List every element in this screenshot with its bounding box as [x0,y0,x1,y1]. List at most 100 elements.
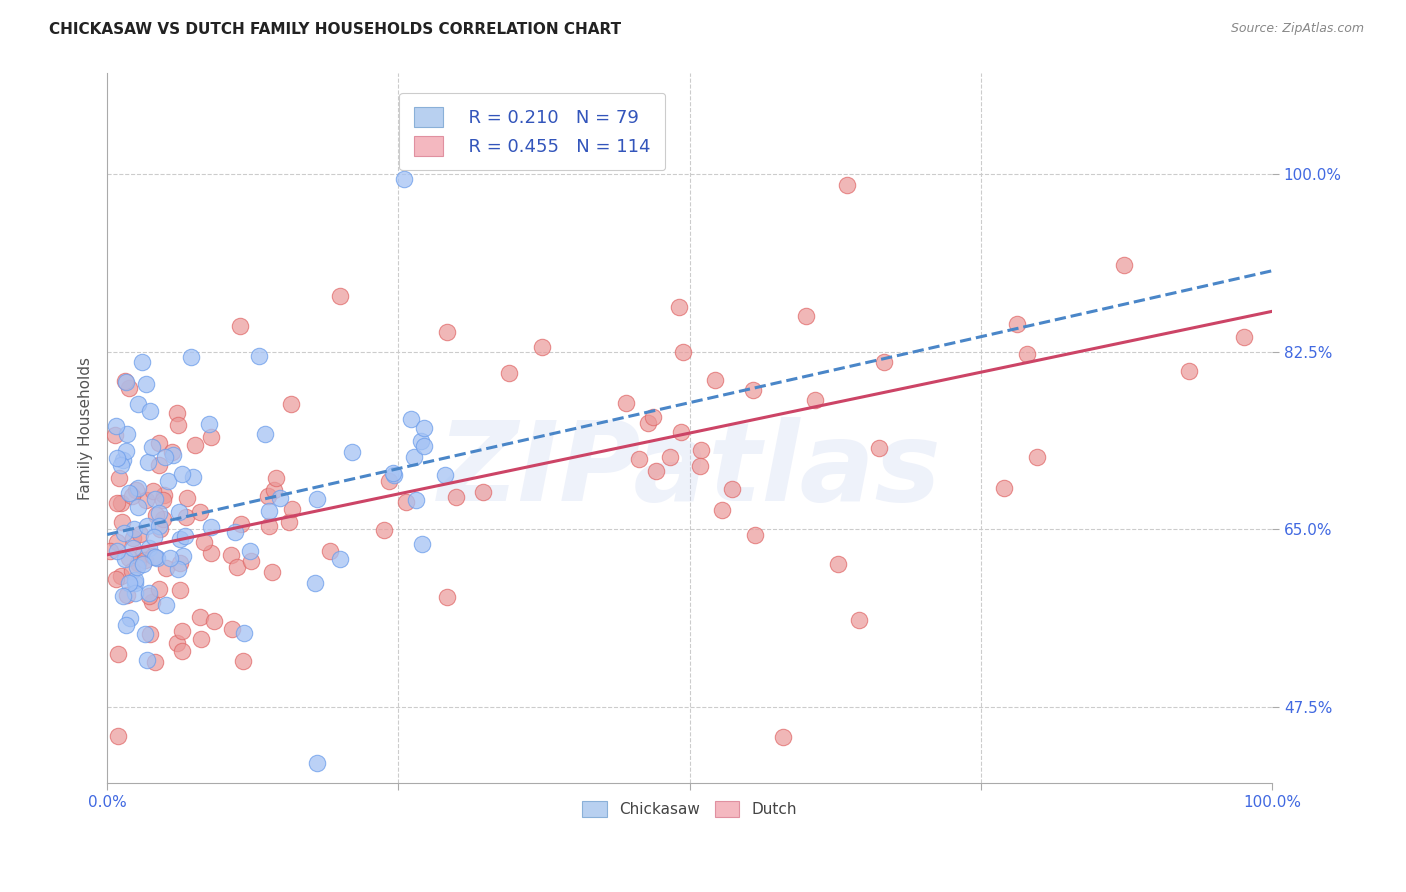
Point [114,617,136,632]
Point [304,576,326,591]
Point [111,589,134,603]
Text: ZIPatlas: ZIPatlas [437,417,942,524]
Point [262,566,284,580]
Point [848,613,870,627]
Point [614,396,637,410]
Point [436,590,458,604]
Point [134,627,156,641]
Point [253,426,276,441]
Point [111,516,134,530]
Point [193,534,215,549]
Point [162,448,184,462]
Point [226,559,249,574]
Point [180,350,202,364]
Point [172,643,194,657]
Point [127,556,149,570]
Point [157,474,180,488]
Point [170,467,193,482]
Point [436,326,458,340]
Point [166,406,188,420]
Point [305,756,328,770]
Point [148,506,170,520]
Point [174,529,197,543]
Point [159,551,181,566]
Point [872,354,894,368]
Point [115,426,138,441]
Point [264,471,287,485]
Point [121,532,143,546]
Point [672,344,695,359]
Point [105,451,128,466]
Point [167,505,190,519]
Point [169,583,191,598]
Point [131,354,153,368]
Point [160,445,183,459]
Point [202,614,225,628]
Point [139,404,162,418]
Point [257,489,280,503]
Point [392,172,415,186]
Point [118,486,141,500]
Point [155,561,177,575]
Point [141,595,163,609]
Point [772,731,794,745]
Point [139,627,162,641]
Point [127,397,149,411]
Point [229,517,252,532]
Point [277,515,299,529]
Point [409,434,432,449]
Point [628,452,651,467]
Point [188,505,211,519]
Point [413,421,436,435]
Point [184,438,207,452]
Point [143,491,166,506]
Point [135,653,157,667]
Point [373,523,395,537]
Point [166,635,188,649]
Y-axis label: Family Households: Family Households [79,357,93,500]
Point [531,340,554,354]
Point [710,502,733,516]
Point [721,483,744,497]
Point [124,576,146,591]
Point [305,491,328,506]
Point [281,501,304,516]
Point [744,528,766,542]
Point [118,575,141,590]
Point [118,551,141,566]
Point [124,573,146,587]
Point [169,533,191,547]
Point [125,483,148,498]
Point [411,536,433,550]
Point [200,546,222,560]
Point [1025,450,1047,464]
Point [433,467,456,482]
Point [659,450,682,464]
Point [257,504,280,518]
Text: CHICKASAW VS DUTCH FAMILY HOUSEHOLDS CORRELATION CHART: CHICKASAW VS DUTCH FAMILY HOUSEHOLDS COR… [49,22,621,37]
Point [689,442,711,457]
Point [176,491,198,505]
Point [643,410,665,425]
Point [167,562,190,576]
Point [104,418,127,433]
Point [148,436,170,450]
Point [404,450,426,464]
Point [115,588,138,602]
Point [232,654,254,668]
Point [198,417,221,431]
Point [741,383,763,397]
Point [224,524,246,539]
Point [340,445,363,459]
Point [143,550,166,565]
Point [110,568,132,582]
Point [118,611,141,625]
Point [200,520,222,534]
Point [104,572,127,586]
Point [112,525,135,540]
Point [868,441,890,455]
Point [145,655,167,669]
Point [247,349,270,363]
Point [149,522,172,536]
Point [124,585,146,599]
